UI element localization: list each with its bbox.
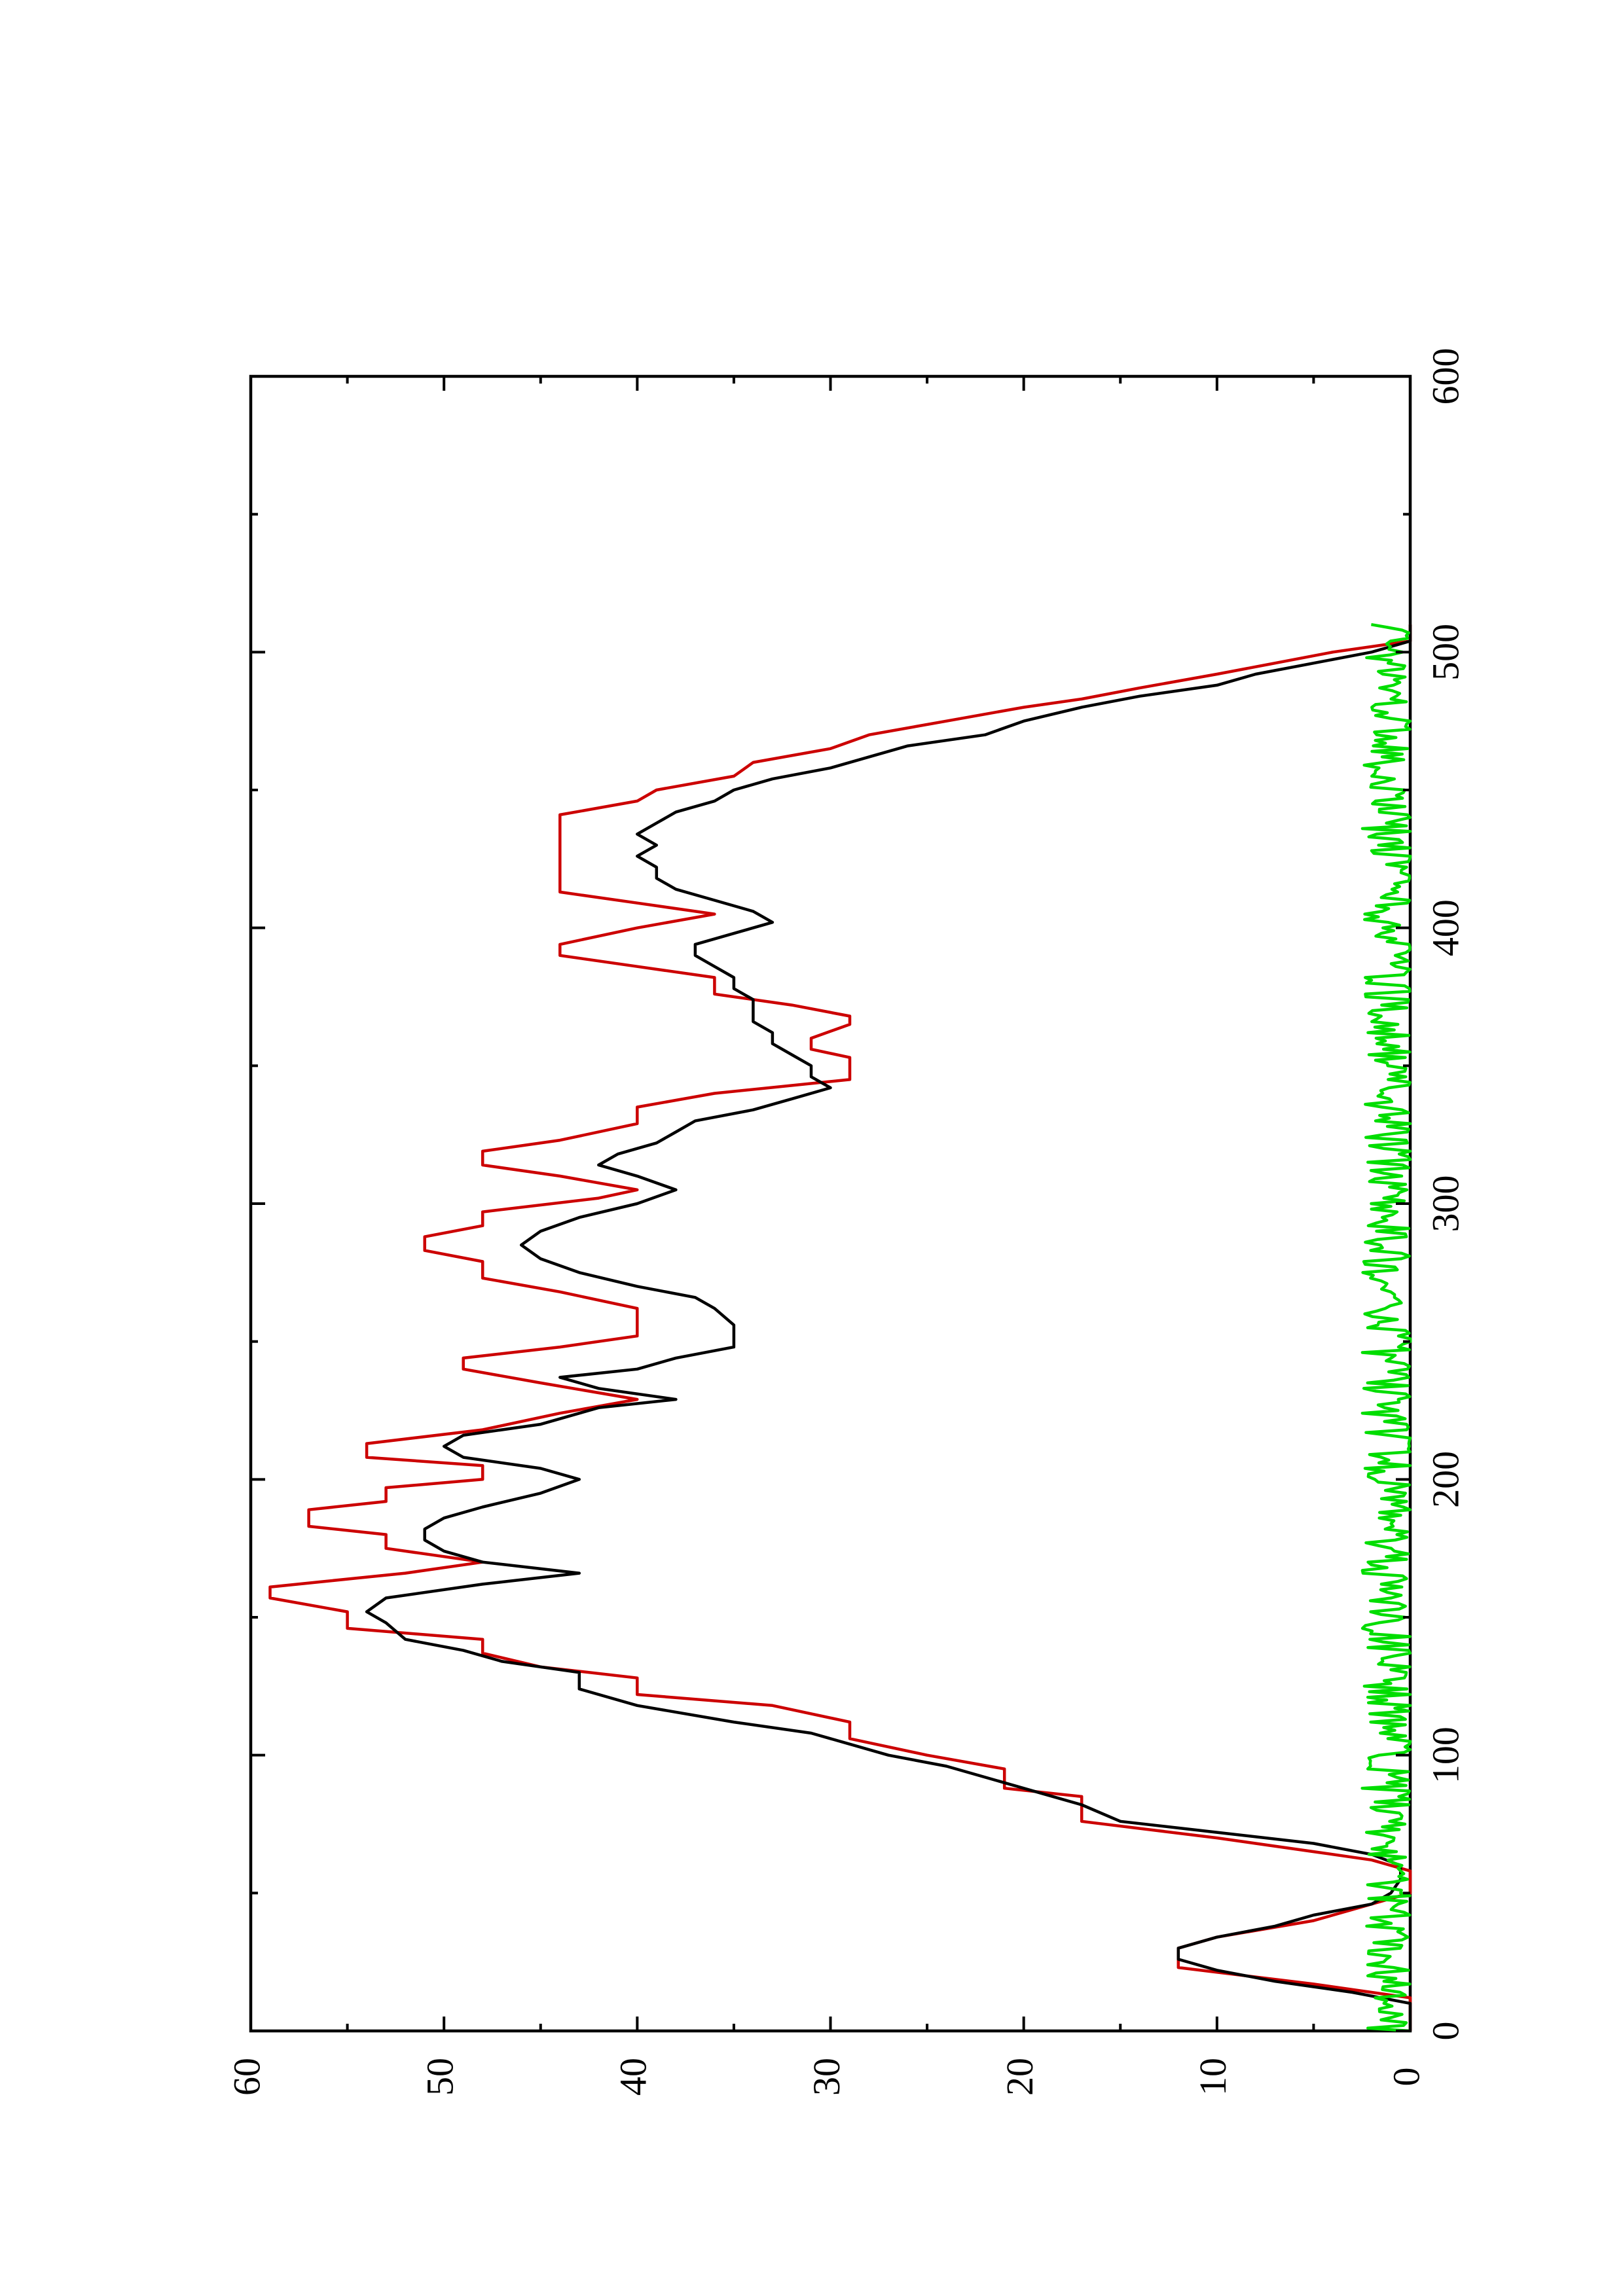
y-tick-label: 40 [612, 2058, 655, 2096]
x-tick-label: 300 [1424, 1175, 1467, 1232]
plot-frame [249, 374, 1412, 2033]
x-tick-label: 500 [1424, 624, 1467, 681]
x-tick-label: 200 [1424, 1451, 1467, 1508]
series-line-2 [365, 624, 1412, 2031]
x-tick-label: 400 [1424, 899, 1467, 956]
y-tick-label: 50 [418, 2058, 461, 2096]
series-line-3 [1360, 622, 1412, 2033]
y-tick-label: 10 [1192, 2058, 1234, 2096]
y-tick-label: 30 [805, 2058, 848, 2096]
y-tick-label: 0 [1385, 2068, 1427, 2087]
series-layer [268, 622, 1412, 2033]
x-tick-label: 600 [1424, 348, 1467, 405]
y-tick-label: 20 [998, 2058, 1041, 2096]
x-tick-label: 0 [1424, 2022, 1467, 2041]
series-line-1 [268, 624, 1412, 2031]
plot-area [249, 374, 1412, 2033]
y-tick-label: 60 [225, 2058, 268, 2096]
x-tick-label: 100 [1424, 1727, 1467, 1784]
axis-layer: 0 100 200 300 400 500 600 0 10 20 30 40 50 60 [225, 348, 1467, 2096]
